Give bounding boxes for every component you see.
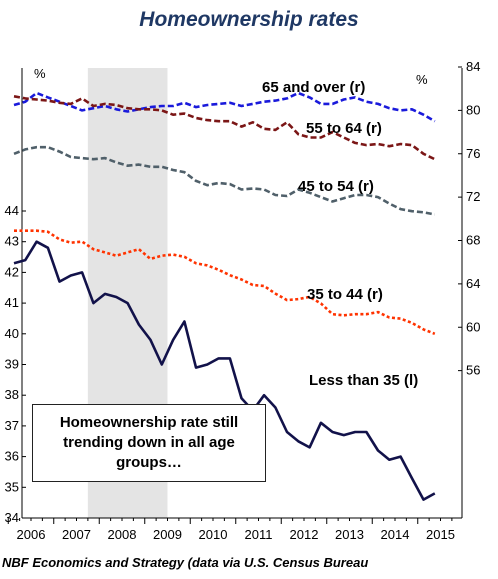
series-layer <box>13 91 436 501</box>
left-axis-tick-label: 39 <box>5 357 19 372</box>
annotation-line-1: Homeownership rate still <box>59 413 239 431</box>
left-axis-tick-label: 43 <box>5 234 19 249</box>
series-line <box>13 145 436 216</box>
series-label: 55 to 64 (r) <box>306 120 382 137</box>
right-axis-tick-label: 80 <box>466 102 480 117</box>
x-axis-tick-label: 2012 <box>290 527 319 542</box>
chart-title: Homeownership rates <box>139 8 359 31</box>
series-line <box>14 229 436 336</box>
x-axis-tick-label: 2011 <box>245 527 273 542</box>
annotation-line-2: trending down in all age <box>63 433 235 451</box>
x-axis-tick-label: 2007 <box>62 527 91 542</box>
right-axis-tick-label: 64 <box>466 276 480 291</box>
left-axis-tick-label: 35 <box>5 479 19 494</box>
left-axis-tick-label: 42 <box>5 264 19 279</box>
axes-layer: 34 35 36 37 38 39 40 41 42 43 44% 56 60 64 68 72 76 80 84%… <box>5 59 481 542</box>
series-line <box>13 95 436 161</box>
left-axis-tick-label: 37 <box>5 418 19 433</box>
series-line <box>13 91 436 123</box>
annotation-box: Homeownership rate still trending down i… <box>32 404 266 482</box>
x-axis-tick-label: 2013 <box>335 527 364 542</box>
series-line <box>13 240 436 501</box>
left-axis-tick-label: 41 <box>5 295 19 310</box>
left-axis-tick-label: 38 <box>5 387 19 402</box>
x-axis-tick-label: 2009 <box>153 527 182 542</box>
left-axis-tick-label: 44 <box>5 203 19 218</box>
series-label: 35 to 44 (r) <box>307 286 383 303</box>
annotation-line-3: groups… <box>116 454 182 472</box>
left-axis-unit: % <box>34 66 46 81</box>
series-label: 45 to 54 (r) <box>298 178 374 195</box>
series-label: 65 and over (r) <box>262 79 365 96</box>
series-label: Less than 35 (l) <box>309 372 418 389</box>
x-axis-tick-label: 2008 <box>108 527 137 542</box>
left-axis-tick-label: 36 <box>5 449 19 464</box>
right-axis-tick-label: 76 <box>466 146 480 161</box>
left-axis-tick-label: 40 <box>5 326 19 341</box>
x-axis-tick-label: 2014 <box>381 527 410 542</box>
right-axis-tick-label: 68 <box>466 233 480 248</box>
x-axis-tick-label: 2015 <box>426 527 455 542</box>
right-axis-tick-label: 72 <box>466 189 480 204</box>
left-axis-tick-label: 34 <box>5 510 19 525</box>
source-note: NBF Economics and Strategy (data via U.S… <box>2 555 369 570</box>
right-axis-tick-label: 84 <box>466 59 480 74</box>
labels-layer: 65 and over (r) 55 to 64 (r) 45 to 54 (r) 3… <box>262 79 418 389</box>
x-axis-tick-label: 2006 <box>17 527 46 542</box>
x-axis-tick-label: 2010 <box>199 527 228 542</box>
right-axis-tick-label: 56 <box>466 363 480 378</box>
right-axis-tick-label: 60 <box>466 319 480 334</box>
right-axis-unit: % <box>416 72 428 87</box>
